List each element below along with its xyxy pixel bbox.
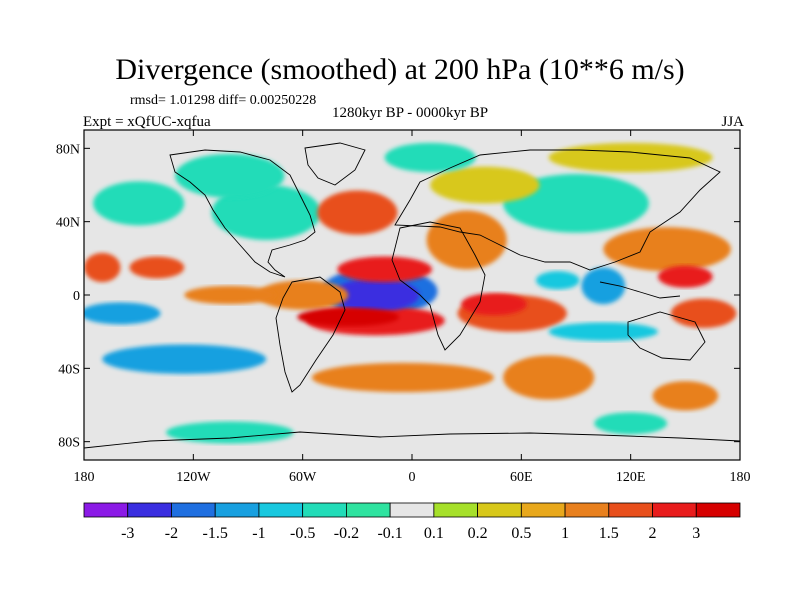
x-tick-label-4: 0 [409, 470, 416, 485]
colorbar-swatch-6 [302, 502, 347, 518]
coastline-antarctica [84, 431, 740, 449]
x-tick-label-5: 60E [510, 470, 533, 485]
field-region-30 [658, 265, 713, 288]
colorbar-swatch-2 [127, 502, 172, 518]
colorbar: -3 -2 -1.5 -1 -0.5 -0.2 -0.1 0.1 0.2 0.5 1 1.5 2 3 [83, 502, 741, 542]
field-region-25 [84, 302, 161, 325]
chart-title: Divergence (smoothed) at 200 hPa (10**6 … [115, 53, 685, 86]
field-region-13 [503, 355, 595, 400]
x-tick-label-3: 60W [289, 470, 317, 485]
field-region-16 [331, 278, 420, 312]
period-label: 1280kyr BP - 0000kyr BP [331, 105, 489, 121]
coastline-eurasia [394, 149, 721, 271]
coastline-north-america [169, 149, 316, 278]
field-region-28 [594, 412, 668, 435]
field-region-26 [184, 285, 276, 305]
colorbar-label-14: 3 [692, 525, 700, 542]
field-region-2 [211, 185, 321, 240]
colorbar-swatch-9 [433, 502, 479, 518]
field-region-3 [603, 227, 731, 272]
x-tick-label-6: 120E [616, 470, 646, 485]
field-region-1 [503, 174, 649, 233]
field-region-20 [337, 256, 433, 283]
coastlines [84, 142, 740, 449]
colorbar-swatch-15 [695, 502, 741, 518]
field-region-21 [548, 322, 658, 341]
field-region-33 [535, 271, 580, 290]
colorbar-swatch-5 [258, 502, 304, 518]
colorbar-label-1: -3 [121, 525, 134, 542]
field-region-31 [129, 256, 185, 279]
coastline-australia [627, 311, 706, 361]
y-tick-label-1: 80N [56, 142, 80, 157]
colorbar-label-9: 0.2 [468, 525, 488, 542]
field-region-19 [384, 142, 476, 173]
y-tick-label-4: 40S [58, 362, 80, 377]
field-region-22 [670, 298, 737, 329]
colorbar-swatch-8 [389, 502, 435, 518]
divergence-field [84, 142, 737, 444]
colorbar-label-5: -0.5 [290, 525, 315, 542]
colorbar-swatch-11 [520, 502, 566, 518]
stats-text: rmsd= 1.01298 diff= 0.00250228 [130, 93, 317, 108]
axes: 180 120W 60W 0 60E 120E 180 80N 40N 0 40S 80S [56, 130, 751, 485]
colorbar-label-11: 1 [561, 525, 569, 542]
y-tick-label-5: 80S [58, 436, 80, 451]
field-region-6 [102, 344, 267, 374]
colorbar-label-12: 1.5 [599, 525, 619, 542]
field-region-27 [581, 267, 626, 305]
x-tick-label-1: 180 [74, 470, 95, 485]
colorbar-swatch-3 [171, 502, 216, 518]
colorbar-label-8: 0.1 [424, 525, 444, 542]
x-tick-label-2: 120W [176, 470, 211, 485]
colorbar-swatch-1 [83, 502, 129, 518]
colorbar-label-13: 2 [649, 525, 657, 542]
field-region-23 [652, 381, 719, 411]
field-region-24 [297, 307, 400, 327]
season-label: JJA [721, 114, 744, 130]
y-tick-label-2: 40N [56, 216, 80, 231]
y-tick-label-3: 0 [73, 289, 80, 304]
colorbar-swatch-4 [214, 502, 260, 518]
x-tick-label-7: 180 [730, 470, 751, 485]
field-region-18 [257, 280, 349, 310]
field-region-17 [166, 421, 294, 444]
coastline-south-america [275, 276, 346, 393]
colorbar-swatch-7 [345, 502, 391, 518]
field-region-14 [93, 181, 185, 226]
field-region-5 [311, 362, 494, 393]
colorbar-swatch-10 [477, 502, 522, 518]
colorbar-label-3: -1.5 [203, 525, 228, 542]
colorbar-label-4: -1 [252, 525, 265, 542]
colorbar-swatch-12 [564, 502, 610, 518]
colorbar-label-10: 0.5 [511, 525, 531, 542]
field-region-12 [430, 166, 540, 204]
colorbar-label-2: -2 [165, 525, 178, 542]
field-region-8 [175, 153, 285, 198]
colorbar-label-7: -0.1 [377, 525, 402, 542]
coastline-greenland [304, 142, 366, 186]
field-region-29 [461, 293, 527, 316]
field-region-32 [84, 252, 121, 283]
colorbar-swatch-14 [652, 502, 697, 518]
coastline-maritime-continent [599, 281, 681, 299]
colorbar-label-6: -0.2 [334, 525, 359, 542]
field-region-15 [317, 190, 398, 235]
colorbar-swatch-13 [608, 502, 653, 518]
experiment-label: Expt = xQfUC-xqfua [83, 114, 211, 130]
